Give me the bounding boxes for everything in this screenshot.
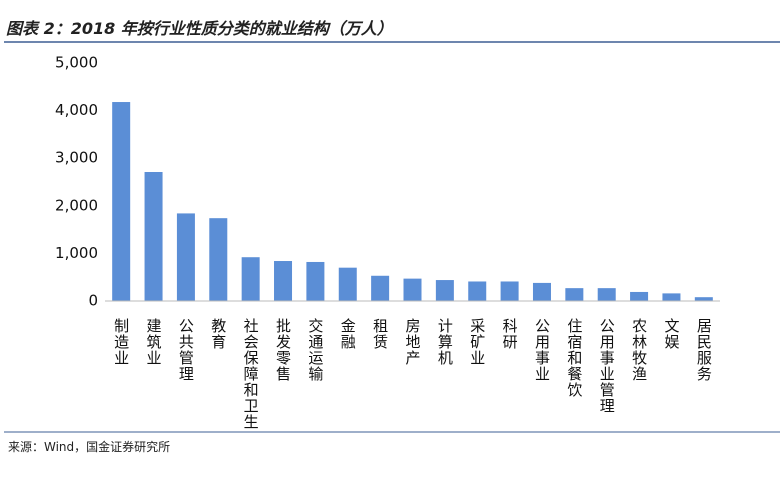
x-tick-label: 科研: [501, 318, 519, 350]
x-tick-label: 教育: [209, 318, 227, 350]
y-tick-label: 0: [88, 292, 98, 310]
x-tick-label: 计算机: [436, 318, 454, 366]
y-tick-label: 4,000: [55, 101, 98, 119]
x-tick-label: 交通运输: [306, 317, 324, 382]
bar: [468, 281, 487, 301]
x-tick-label: 金融: [339, 318, 357, 350]
y-tick-label: 1,000: [55, 244, 98, 262]
bar: [694, 297, 713, 301]
bar: [532, 282, 551, 301]
bar: [403, 278, 422, 301]
bar: [306, 261, 325, 301]
x-tick-label: 公共管理: [177, 318, 195, 382]
chart-title: 图表 2：2018 年按行业性质分类的就业结构（万人）: [6, 19, 393, 38]
bar: [241, 257, 260, 301]
x-tick-label: 制造业: [112, 318, 130, 366]
bar: [338, 267, 357, 301]
bar: [662, 293, 681, 301]
x-tick-label: 公用事业管理: [598, 318, 616, 414]
bar: [144, 172, 163, 301]
x-tick-label: 农林牧渔: [630, 318, 648, 382]
bar: [630, 291, 649, 301]
bar: [209, 218, 228, 301]
x-tick-label: 住宿和餐饮: [565, 318, 583, 398]
y-tick-label: 3,000: [55, 149, 98, 167]
x-tick-label: 公用事业: [533, 318, 551, 382]
bar: [112, 102, 131, 301]
bar: [565, 288, 584, 301]
bar: [274, 261, 293, 301]
y-tick-label: 5,000: [55, 54, 98, 72]
x-tick-label: 居民服务: [695, 318, 713, 382]
x-tick-label: 租赁: [371, 318, 389, 350]
x-tick-label: 采矿业: [468, 318, 486, 366]
y-tick-label: 2,000: [55, 196, 98, 214]
bar: [597, 288, 616, 301]
x-tick-label: 房地产: [404, 318, 422, 366]
x-tick-label: 建筑业: [145, 318, 163, 366]
x-tick-label: 社会保障和卫生: [242, 318, 260, 430]
bar: [500, 281, 519, 301]
x-tick-label: 文娱: [662, 318, 680, 350]
x-tick-label: 批发零售: [274, 318, 292, 382]
bar: [371, 275, 390, 301]
source-note: 来源：Wind，国金证券研究所: [8, 439, 170, 454]
bar: [435, 280, 454, 301]
bar: [176, 213, 195, 301]
